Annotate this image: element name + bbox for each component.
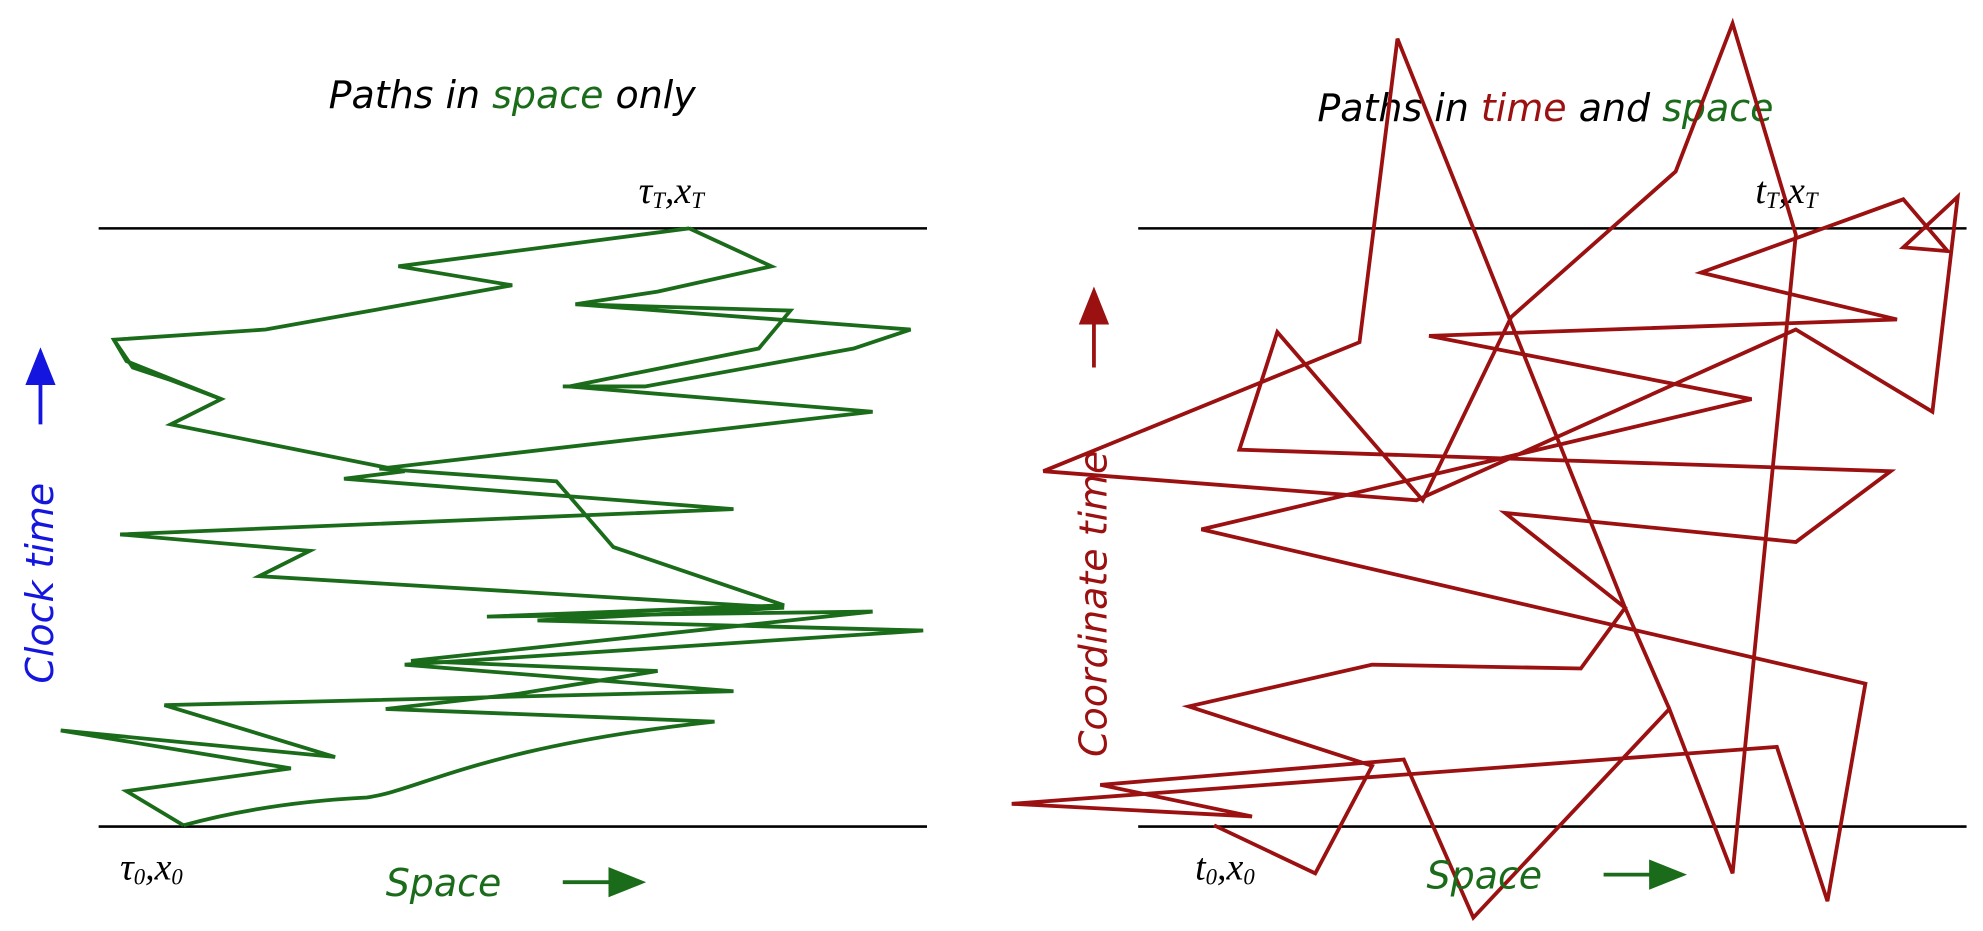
x-label: Space xyxy=(386,861,502,905)
space-paths xyxy=(60,226,924,828)
start-label: t0,x0 xyxy=(1195,847,1255,890)
spacetime-paths xyxy=(1011,17,1961,922)
y-label: Coordinate time xyxy=(1072,451,1116,757)
end-label: τT,xT xyxy=(639,170,706,213)
right-title: Paths in time and space xyxy=(1317,86,1773,130)
y-label: Clock time xyxy=(18,483,62,684)
left-title: Paths in space only xyxy=(329,73,697,117)
x-label: Space xyxy=(1427,854,1543,898)
start-label: τ0,x0 xyxy=(120,847,183,890)
